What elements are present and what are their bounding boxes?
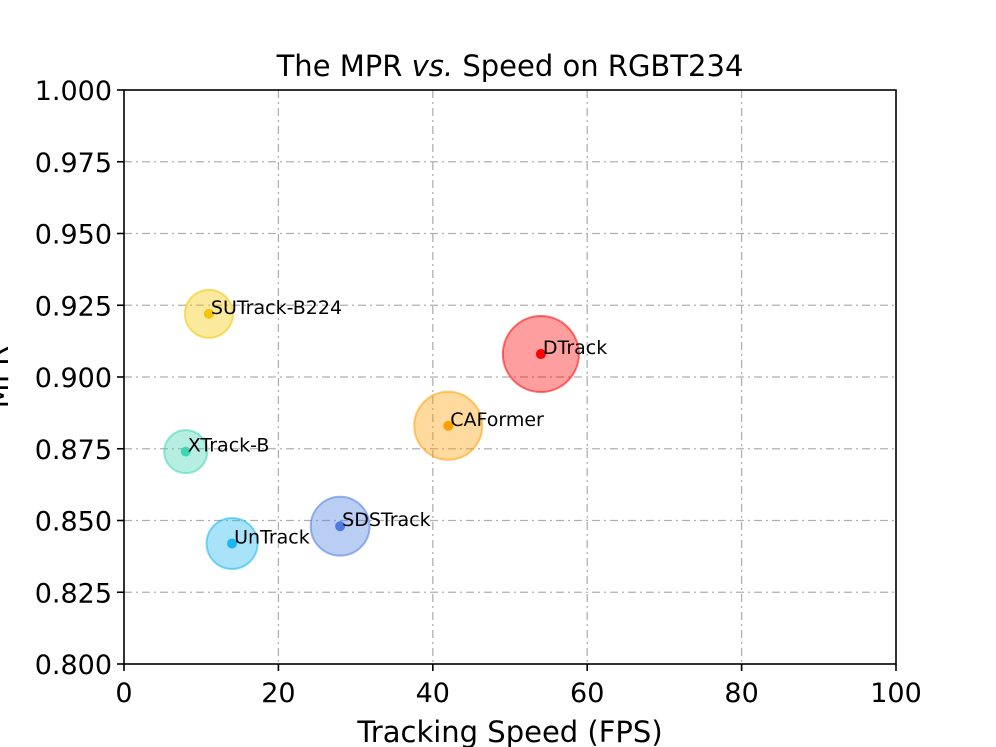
point-label: CAFormer bbox=[450, 409, 544, 431]
x-tick-label: 0 bbox=[115, 678, 132, 709]
bubbles bbox=[163, 288, 580, 570]
y-tick-label: 0.850 bbox=[35, 507, 112, 538]
x-tick-label: 20 bbox=[261, 678, 295, 709]
y-tick-label: 0.975 bbox=[35, 148, 112, 179]
y-axis-label: MPR bbox=[0, 346, 15, 409]
y-tick-label: 0.800 bbox=[35, 650, 112, 681]
point-label: UnTrack bbox=[234, 526, 310, 548]
point-label: SUTrack-B224 bbox=[211, 297, 342, 319]
y-tick-label: 0.925 bbox=[35, 291, 112, 322]
point-marker bbox=[535, 349, 546, 360]
point-label: SDSTrack bbox=[342, 509, 430, 531]
y-tick-label: 0.950 bbox=[35, 220, 112, 251]
ticks: 0 20 40 60 80 100 0.800 0.825 0.850 0.875 0.900 0.9… bbox=[35, 76, 922, 709]
point-marker bbox=[227, 538, 238, 549]
x-tick-label: 60 bbox=[570, 678, 604, 709]
x-axis-label: Tracking Speed (FPS) bbox=[356, 715, 662, 747]
point-label: XTrack-B bbox=[188, 435, 270, 457]
y-tick-label: 0.825 bbox=[35, 578, 112, 609]
grid bbox=[124, 90, 896, 664]
point-labels: SUTrack-B224 DTrack CAFormer XTrack-B SDSTra… bbox=[188, 297, 607, 549]
x-tick-label: 100 bbox=[870, 678, 922, 709]
x-tick-label: 40 bbox=[416, 678, 450, 709]
y-tick-label: 1.000 bbox=[35, 76, 112, 107]
x-tick-label: 80 bbox=[724, 678, 758, 709]
point-marker bbox=[203, 308, 214, 319]
point-label: DTrack bbox=[543, 337, 607, 359]
point-marker bbox=[180, 446, 191, 457]
point-marker bbox=[443, 420, 454, 431]
chart-title: The MPR vs. Speed on RGBT234 bbox=[276, 49, 744, 83]
y-tick-label: 0.875 bbox=[35, 435, 112, 466]
y-tick-label: 0.900 bbox=[35, 363, 112, 394]
point-marker bbox=[335, 521, 346, 532]
